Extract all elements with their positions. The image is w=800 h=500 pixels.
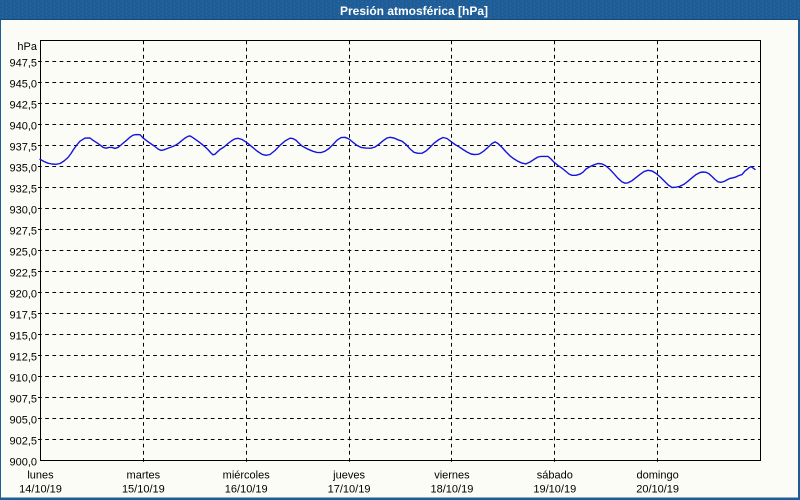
svg-text:945,0: 945,0 xyxy=(9,79,37,91)
svg-text:19/10/19: 19/10/19 xyxy=(533,484,576,496)
svg-text:18/10/19: 18/10/19 xyxy=(431,484,474,496)
svg-text:14/10/19: 14/10/19 xyxy=(19,484,62,496)
svg-text:935,0: 935,0 xyxy=(9,163,37,175)
svg-text:937,5: 937,5 xyxy=(9,142,37,154)
svg-text:947,5: 947,5 xyxy=(9,58,37,70)
svg-text:Presión atmosférica [hPa]: Presión atmosférica [hPa] xyxy=(340,4,488,18)
svg-text:922,5: 922,5 xyxy=(9,268,37,280)
svg-text:martes: martes xyxy=(127,470,161,482)
svg-text:17/10/19: 17/10/19 xyxy=(328,484,371,496)
svg-text:930,0: 930,0 xyxy=(9,205,37,217)
svg-text:925,0: 925,0 xyxy=(9,247,37,259)
svg-text:domingo: domingo xyxy=(637,470,679,482)
svg-text:932,5: 932,5 xyxy=(9,184,37,196)
svg-text:905,0: 905,0 xyxy=(9,415,37,427)
svg-text:lunes: lunes xyxy=(27,470,54,482)
svg-text:miércoles: miércoles xyxy=(223,470,271,482)
svg-text:900,0: 900,0 xyxy=(9,457,37,469)
svg-text:15/10/19: 15/10/19 xyxy=(122,484,165,496)
svg-text:942,5: 942,5 xyxy=(9,100,37,112)
svg-text:927,5: 927,5 xyxy=(9,226,37,238)
svg-text:915,0: 915,0 xyxy=(9,331,37,343)
svg-text:viernes: viernes xyxy=(434,470,470,482)
svg-text:912,5: 912,5 xyxy=(9,352,37,364)
svg-text:940,0: 940,0 xyxy=(9,121,37,133)
svg-text:20/10/19: 20/10/19 xyxy=(636,484,679,496)
svg-text:920,0: 920,0 xyxy=(9,289,37,301)
svg-text:16/10/19: 16/10/19 xyxy=(225,484,268,496)
svg-text:910,0: 910,0 xyxy=(9,373,37,385)
svg-text:hPa: hPa xyxy=(17,41,37,53)
svg-text:sábado: sábado xyxy=(537,470,573,482)
svg-text:jueves: jueves xyxy=(332,470,365,482)
svg-text:917,5: 917,5 xyxy=(9,310,37,322)
svg-text:907,5: 907,5 xyxy=(9,394,37,406)
svg-text:902,5: 902,5 xyxy=(9,436,37,448)
